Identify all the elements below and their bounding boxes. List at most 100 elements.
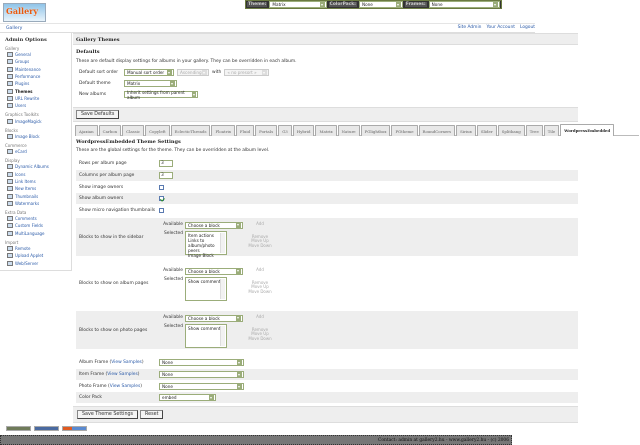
tab-wordpressembedded[interactable]: WordpressEmbedded	[560, 124, 615, 136]
sidebar-item-ecard[interactable]: eCard	[5, 148, 66, 155]
new-albums-select[interactable]: Inherit settings from parent album	[124, 90, 198, 100]
rows-per-page-input[interactable]: 3	[159, 160, 173, 167]
tab-tile[interactable]: Tile	[543, 125, 560, 136]
selected-block-item[interactable]: Show comments	[188, 325, 223, 331]
url-rewrite-icon	[7, 95, 13, 101]
remove-block-button[interactable]: Remove	[251, 326, 269, 332]
add-block-button[interactable]: Add	[256, 266, 264, 272]
tab-fluid[interactable]: Fluid	[235, 125, 255, 136]
sort-direction-select[interactable]: Ascending	[177, 69, 209, 76]
sidebar-item-icons[interactable]: Icons	[5, 171, 66, 178]
help-badge[interactable]	[62, 426, 87, 431]
logout-link[interactable]: Logout	[519, 25, 535, 30]
move-up-button[interactable]: Move Up	[251, 238, 269, 244]
sidebar-item-upload-applet[interactable]: Upload Applet	[5, 252, 66, 259]
tab-floatrix[interactable]: Floatrix	[211, 125, 235, 136]
add-block-button[interactable]: Add	[256, 313, 264, 319]
sidebar-item-multilanguage[interactable]: MultiLanguage	[5, 230, 66, 237]
tab-pglightbox[interactable]: PGlightbox	[360, 125, 391, 136]
sidebar-item-new-items[interactable]: New Items	[5, 185, 66, 192]
tab-eclecticthreads[interactable]: EclecticThreads	[170, 125, 211, 136]
selected-block-item[interactable]: Links to album/photo peers	[188, 237, 215, 253]
site-admin-link[interactable]: Site Admin	[457, 25, 482, 30]
default-theme-select[interactable]: Matrix	[124, 80, 177, 87]
tab-splitbang[interactable]: Splitbang	[497, 125, 525, 136]
tab-roundcorners[interactable]: RoundCorners	[418, 125, 456, 136]
tab-matrix[interactable]: Matrix	[315, 125, 337, 136]
sidebar-item-performance[interactable]: Performance	[5, 73, 66, 80]
sidebar-item-thumbnails[interactable]: Thumbnails	[5, 192, 66, 199]
item-frame-samples-link[interactable]: View Samples	[107, 372, 138, 377]
custom-fields-icon	[7, 223, 13, 229]
tab-siriux[interactable]: Siriux	[456, 125, 476, 136]
photo-frame-select[interactable]: None	[159, 383, 244, 390]
move-down-button[interactable]: Move Down	[248, 335, 272, 341]
sidebar-item-plugins[interactable]: Plugins	[5, 80, 66, 87]
tab-slider[interactable]: Slider	[476, 125, 497, 136]
tab-copyleft[interactable]: Copyleft	[145, 125, 170, 136]
sidebar-item-dynamic-albums[interactable]: Dynamic Albums	[5, 163, 66, 170]
show-album-owners-checkbox[interactable]	[159, 196, 164, 201]
move-up-button[interactable]: Move Up	[251, 284, 269, 290]
colorpack-select[interactable]: None	[358, 1, 403, 8]
remove-block-button[interactable]: Remove	[251, 279, 269, 285]
sidebar-item-imagemagick[interactable]: ImageMagick	[5, 117, 66, 124]
move-up-button[interactable]: Move Up	[251, 331, 269, 337]
tab-pgtheme[interactable]: PGtheme	[391, 125, 418, 136]
selected-block-item[interactable]: Item actions	[188, 232, 214, 238]
save-defaults-button[interactable]: Save Defaults	[76, 110, 120, 119]
move-down-button[interactable]: Move Down	[248, 242, 272, 248]
photo-available-block-select[interactable]: Choose a block	[185, 314, 243, 322]
sidebar-item-remote[interactable]: Remote	[5, 245, 66, 252]
tab-g3[interactable]: G3	[278, 125, 292, 136]
reset-button[interactable]: Reset	[140, 410, 164, 419]
album-available-block-select[interactable]: Choose a block	[185, 267, 243, 275]
album-frame-select[interactable]: None	[159, 359, 244, 366]
presort-select[interactable]: « no presort »	[224, 69, 270, 76]
sidebar-item-themes[interactable]: Themes	[5, 87, 66, 94]
theme-select[interactable]: Matrix	[269, 1, 327, 8]
sidebar-item-general[interactable]: General	[5, 51, 66, 58]
tab-carbon[interactable]: Carbon	[98, 125, 122, 136]
gallery-logo[interactable]: Gallery	[3, 3, 46, 22]
selected-block-item[interactable]: Image Block	[188, 252, 214, 258]
sidebar-item-maintenance[interactable]: Maintenance	[5, 66, 66, 73]
columns-per-page-input[interactable]: 3	[159, 172, 173, 179]
sidebar-item-web-server[interactable]: Web/Server	[5, 260, 66, 267]
sidebar-available-block-select[interactable]: Choose a block	[185, 221, 243, 229]
album-frame-samples-link[interactable]: View Samples	[111, 360, 142, 365]
move-down-button[interactable]: Move Down	[248, 288, 272, 294]
gallery-badge[interactable]	[34, 426, 59, 431]
sidebar-item-link-items[interactable]: Link Items	[5, 178, 66, 185]
color-pack-select[interactable]: embed	[159, 394, 216, 401]
photo-selected-blocks-list[interactable]: Show comments	[185, 323, 227, 348]
your-account-link[interactable]: Your Account	[486, 25, 515, 30]
photo-frame-samples-link[interactable]: View Samples	[109, 384, 141, 389]
tab-classic[interactable]: Classic	[122, 125, 145, 136]
show-micro-nav-checkbox[interactable]	[159, 208, 164, 213]
breadcrumb-gallery[interactable]: Gallery	[6, 26, 23, 31]
sort-order-select[interactable]: Manual sort order	[124, 69, 174, 76]
tab-ajaxian[interactable]: Ajaxian	[75, 125, 98, 136]
save-theme-settings-button[interactable]: Save Theme Settings	[77, 410, 139, 419]
add-block-button[interactable]: Add	[256, 220, 264, 226]
sidebar-item-url-rewrite[interactable]: URL Rewrite	[5, 95, 66, 102]
remove-block-button[interactable]: Remove	[251, 233, 269, 239]
sidebar-item-image-block[interactable]: Image Block	[5, 133, 66, 140]
frames-select[interactable]: None	[428, 1, 500, 8]
sidebar-item-watermarks[interactable]: Watermarks	[5, 200, 66, 207]
sidebar-item-users[interactable]: Users	[5, 102, 66, 109]
tab-nature[interactable]: Nature	[337, 125, 360, 136]
item-frame-select[interactable]: None	[159, 371, 244, 378]
show-image-owners-checkbox[interactable]	[159, 185, 164, 190]
tab-portais[interactable]: PortaIs	[255, 125, 278, 136]
tab-hybrid[interactable]: Hybrid	[292, 125, 315, 136]
xhtml-badge[interactable]	[6, 426, 31, 431]
tab-tree[interactable]: Tree	[525, 125, 543, 136]
sidebar-item-comments[interactable]: Comments	[5, 215, 66, 222]
sidebar-selected-blocks-list[interactable]: Item actions Links to album/photo peers Im…	[185, 230, 227, 258]
sidebar-item-custom-fields[interactable]: Custom Fields	[5, 222, 66, 229]
album-selected-blocks-list[interactable]: Show comments	[185, 276, 227, 301]
selected-block-item[interactable]: Show comments	[188, 278, 223, 284]
sidebar-item-groups[interactable]: Groups	[5, 58, 66, 65]
